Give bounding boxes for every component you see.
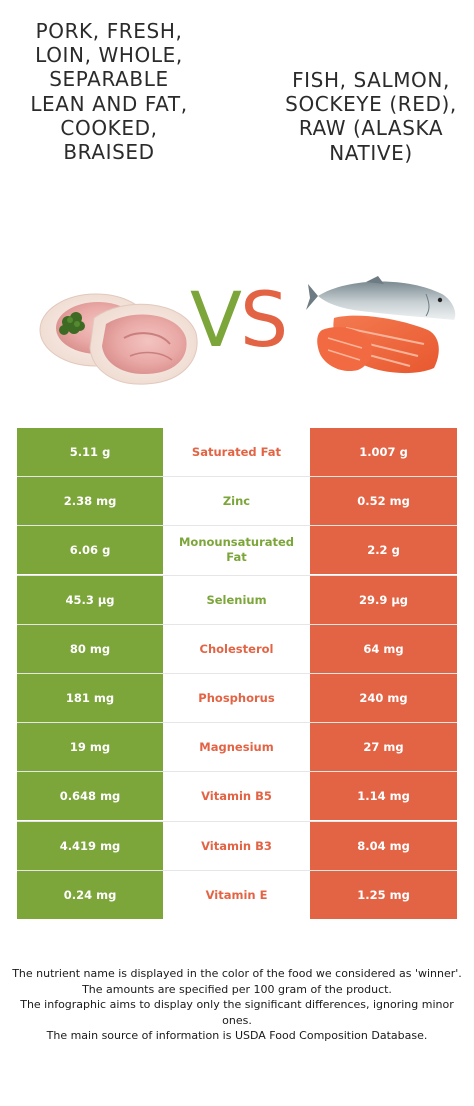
nutrient-name: Vitamin B5 xyxy=(163,772,310,820)
left-value: 6.06 g xyxy=(17,526,163,574)
table-row: 181 mg Phosphorus 240 mg xyxy=(17,674,457,722)
nutrient-name: Cholesterol xyxy=(163,625,310,673)
footnotes: The nutrient name is displayed in the co… xyxy=(10,966,464,1044)
right-value: 8.04 mg xyxy=(310,822,457,870)
left-value: 45.3 µg xyxy=(17,576,163,624)
row-divider xyxy=(17,722,457,723)
right-value: 29.9 µg xyxy=(310,576,457,624)
footnote-source: The main source of information is USDA F… xyxy=(46,1029,428,1043)
left-value: 80 mg xyxy=(17,625,163,673)
table-row: 19 mg Magnesium 27 mg xyxy=(17,723,457,771)
right-value: 0.52 mg xyxy=(310,477,457,525)
table-row: 5.11 g Saturated Fat 1.007 g xyxy=(17,428,457,476)
footnote-significant-differences: The infographic aims to display only the… xyxy=(20,998,454,1027)
row-divider xyxy=(17,575,457,576)
right-value: 1.25 mg xyxy=(310,871,457,919)
left-value: 2.38 mg xyxy=(17,477,163,525)
left-value: 0.24 mg xyxy=(17,871,163,919)
table-row: 80 mg Cholesterol 64 mg xyxy=(17,625,457,673)
table-row: 45.3 µg Selenium 29.9 µg xyxy=(17,576,457,624)
table-row: 6.06 g Monounsaturated Fat 2.2 g xyxy=(17,526,457,574)
vs-label: VS xyxy=(190,280,290,360)
nutrient-name: Selenium xyxy=(163,576,310,624)
table-row: 0.648 mg Vitamin B5 1.14 mg xyxy=(17,772,457,820)
left-value: 4.419 mg xyxy=(17,822,163,870)
nutrient-name: Vitamin B3 xyxy=(163,822,310,870)
table-row: 4.419 mg Vitamin B3 8.04 mg xyxy=(17,822,457,870)
left-value: 5.11 g xyxy=(17,428,163,476)
left-value: 181 mg xyxy=(17,674,163,722)
pork-loin-image xyxy=(39,293,198,385)
footnote-amounts: The amounts are specified per 100 gram o… xyxy=(82,982,392,996)
nutrient-name: Vitamin E xyxy=(163,871,310,919)
row-divider xyxy=(17,624,457,625)
left-value: 0.648 mg xyxy=(17,772,163,820)
nutrient-name: Monounsaturated Fat xyxy=(163,526,310,574)
row-divider xyxy=(17,771,457,772)
right-value: 240 mg xyxy=(310,674,457,722)
row-divider xyxy=(17,870,457,871)
right-value: 1.14 mg xyxy=(310,772,457,820)
right-value: 1.007 g xyxy=(310,428,457,476)
table-row: 0.24 mg Vitamin E 1.25 mg xyxy=(17,871,457,919)
right-value: 64 mg xyxy=(310,625,457,673)
left-value: 19 mg xyxy=(17,723,163,771)
nutrient-name: Zinc xyxy=(163,477,310,525)
food-right-title: Fish, salmon, sockeye (red), raw (Alaska… xyxy=(285,68,457,165)
comparison-table: 5.11 g Saturated Fat 1.007 g 2.38 mg Zinc 0.5… xyxy=(17,428,457,919)
right-value: 27 mg xyxy=(310,723,457,771)
vs-s-letter: S xyxy=(240,275,288,364)
right-value: 2.2 g xyxy=(310,526,457,574)
row-divider xyxy=(17,476,457,477)
nutrient-name: Saturated Fat xyxy=(163,428,310,476)
row-divider xyxy=(17,525,457,526)
salmon-image xyxy=(306,276,456,374)
footnote-winner-color: The nutrient name is displayed in the co… xyxy=(12,967,462,980)
row-divider xyxy=(17,821,457,822)
row-divider xyxy=(17,673,457,674)
nutrient-name: Phosphorus xyxy=(163,674,310,722)
food-left-title: Pork, fresh, loin, whole, separable lean… xyxy=(30,19,188,165)
nutrient-name: Magnesium xyxy=(163,723,310,771)
table-row: 2.38 mg Zinc 0.52 mg xyxy=(17,477,457,525)
vs-v-letter: V xyxy=(190,275,242,364)
